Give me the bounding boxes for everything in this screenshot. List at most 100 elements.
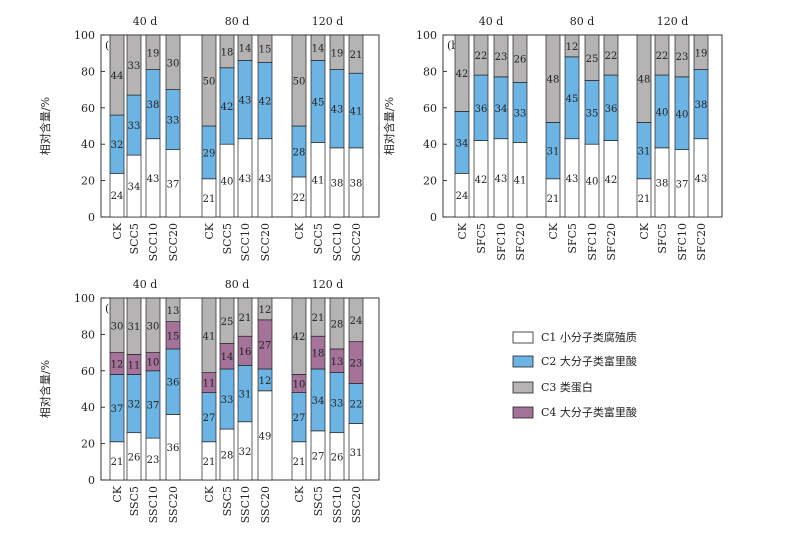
x-tick-label: SSC5 (312, 486, 325, 516)
data-label: 21 (312, 313, 325, 324)
data-label: 31 (638, 147, 651, 158)
x-tick-label: SCC5 (221, 223, 234, 254)
data-label: 43 (695, 174, 708, 185)
data-label: 34 (128, 182, 141, 193)
x-tick-label: SFC5 (475, 223, 488, 254)
data-label: 22 (656, 51, 669, 62)
data-label: 50 (293, 77, 306, 88)
bar-segment (473, 34, 489, 76)
x-tick-label: CK (203, 222, 216, 239)
data-label: 27 (203, 413, 216, 424)
data-label: 42 (293, 332, 306, 343)
data-label: 28 (293, 147, 306, 158)
data-label: 45 (566, 94, 579, 105)
bar-segment (219, 34, 235, 69)
x-tick-label: CK (547, 222, 560, 239)
data-label: 48 (638, 75, 651, 86)
y-tick-label: 100 (74, 292, 95, 305)
data-label: 31 (239, 390, 252, 401)
data-label: 29 (203, 148, 216, 159)
legend-label: C3 类蛋白 (541, 380, 593, 394)
data-label: 18 (221, 47, 234, 58)
bar-segment (126, 297, 142, 355)
data-label: 25 (221, 317, 234, 328)
y-tick-label: 80 (81, 65, 95, 78)
bar-segment (145, 34, 161, 70)
bar-segment (257, 34, 273, 63)
data-label: 45 (312, 97, 325, 108)
data-label: 42 (475, 175, 488, 186)
data-label: 33 (128, 61, 141, 72)
x-tick-label: SFC20 (514, 223, 527, 261)
y-tick-label: 20 (423, 175, 437, 188)
bar-segment (126, 34, 142, 96)
legend: C1 小分子类腐殖质 C2 大分子类富里酸 C3 类蛋白 C4 大分子类富里酸 (512, 330, 637, 419)
data-label: 14 (312, 44, 325, 55)
data-label: 43 (239, 96, 252, 107)
bar-segment (512, 34, 528, 83)
bar-segment (693, 34, 709, 70)
x-tick-label: SSC20 (259, 486, 272, 523)
x-tick-label: SFC10 (495, 223, 508, 261)
bar-segment (257, 297, 273, 321)
bar-segment (165, 34, 181, 90)
bar-segment (291, 297, 307, 375)
bar-segment (291, 34, 307, 127)
data-label: 42 (605, 175, 618, 186)
data-label: 21 (638, 194, 651, 205)
data-label: 33 (128, 121, 141, 132)
x-tick-label: SSC10 (331, 486, 344, 523)
data-label: 12 (259, 376, 272, 387)
data-label: 10 (147, 358, 160, 369)
legend-swatch (512, 331, 534, 344)
data-label: 36 (475, 104, 488, 115)
data-label: 32 (128, 400, 141, 411)
data-label: 10 (293, 380, 306, 391)
bar-segment (201, 297, 217, 373)
data-label: 31 (547, 147, 560, 158)
data-label: 41 (350, 107, 363, 118)
bar-segment (348, 34, 364, 74)
group-label: 120 d (312, 15, 344, 28)
legend-swatch (512, 406, 534, 419)
data-label: 30 (147, 321, 160, 332)
group-label: 80 d (225, 278, 250, 291)
bar-segment (310, 34, 326, 61)
x-tick-label: CK (111, 222, 124, 239)
bar-segment (310, 297, 326, 337)
data-label: 15 (259, 45, 272, 56)
data-label: 11 (203, 379, 216, 390)
data-label: 19 (147, 48, 160, 59)
data-label: 14 (239, 44, 252, 55)
bar-segment (454, 34, 470, 112)
data-label: 30 (167, 58, 180, 69)
bar-segment (109, 297, 125, 353)
group-label: 40 d (133, 278, 158, 291)
data-label: 41 (312, 176, 325, 187)
data-label: 34 (312, 396, 325, 407)
x-tick-label: SFC20 (605, 223, 618, 261)
data-label: 44 (111, 71, 124, 82)
group-label: 120 d (312, 278, 344, 291)
y-tick-label: 100 (74, 29, 95, 42)
bar-segment (145, 297, 161, 353)
data-label: 12 (259, 305, 272, 316)
data-label: 28 (221, 451, 234, 462)
data-label: 43 (495, 174, 508, 185)
data-label: 40 (586, 177, 599, 188)
data-label: 37 (167, 179, 180, 190)
data-label: 43 (259, 174, 272, 185)
legend-label: C4 大分子类富里酸 (541, 405, 637, 419)
data-label: 36 (167, 378, 180, 389)
data-label: 23 (676, 52, 689, 63)
data-label: 14 (221, 352, 234, 363)
group-label: 120 d (657, 15, 689, 28)
bar-segment (348, 297, 364, 343)
y-tick-label: 20 (81, 175, 95, 188)
data-label: 38 (147, 100, 160, 111)
y-tick-label: 40 (81, 401, 95, 414)
plot-frame (442, 34, 723, 218)
x-tick-label: SSC10 (147, 486, 160, 523)
data-label: 27 (312, 451, 325, 462)
